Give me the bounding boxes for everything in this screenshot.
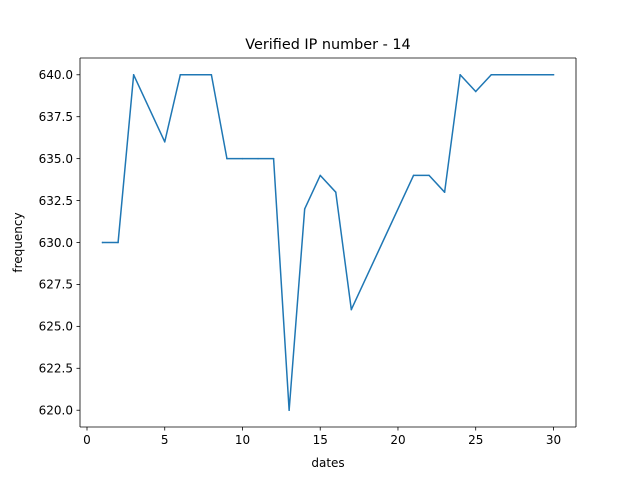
y-tick-label: 622.5 — [39, 362, 73, 376]
data-point — [117, 241, 119, 244]
data-point — [521, 74, 524, 76]
x-tick-label: 20 — [390, 433, 405, 447]
data-point — [412, 174, 415, 177]
data-point — [179, 74, 182, 76]
data-point — [490, 74, 493, 76]
y-tick-label: 632.5 — [39, 194, 73, 208]
data-point — [428, 174, 430, 177]
data-point — [537, 74, 539, 76]
data-point — [210, 74, 213, 76]
data-point — [272, 157, 275, 160]
data-point — [241, 157, 244, 160]
y-axis-ticks: 620.0 622.5 625.0 627.5 630.0 632.5 635.0 637.5… — [39, 68, 80, 418]
chart-title: Verified IP number - 14 — [245, 37, 410, 53]
data-point — [288, 409, 290, 411]
axes-frame — [79, 57, 577, 428]
data-point — [474, 90, 477, 93]
data-point — [303, 208, 306, 210]
data-point — [335, 191, 337, 193]
data-point — [132, 74, 135, 76]
y-tick-label: 627.5 — [39, 278, 73, 292]
data-point — [257, 157, 259, 160]
plot-area — [80, 58, 576, 427]
x-tick-label: 10 — [235, 433, 250, 447]
y-tick-label: 637.5 — [39, 110, 73, 124]
y-tick-label: 640.0 — [39, 68, 73, 82]
data-point — [552, 74, 555, 76]
data-point — [506, 74, 508, 76]
x-tick-label: 15 — [313, 433, 328, 447]
data-point — [443, 191, 446, 193]
x-tick-label: 5 — [161, 433, 169, 447]
y-axis-label: frequency — [11, 212, 25, 272]
data-point — [350, 308, 353, 311]
y-tick-label: 630.0 — [39, 236, 73, 250]
data-point — [226, 157, 228, 160]
x-tick-label: 30 — [546, 433, 561, 447]
y-tick-label: 620.0 — [39, 404, 73, 418]
data-point — [163, 141, 166, 143]
y-tick-label: 635.0 — [39, 152, 73, 166]
x-tick-label: 0 — [83, 433, 91, 447]
y-tick-label: 625.0 — [39, 320, 73, 334]
series-line-0 — [101, 74, 555, 411]
data-point — [459, 74, 461, 76]
data-point — [195, 74, 197, 76]
data-point — [101, 241, 104, 244]
x-tick-label: 25 — [468, 433, 483, 447]
x-axis-ticks: 0 5 10 15 20 25 30 — [83, 427, 561, 447]
data-point — [319, 174, 321, 177]
x-axis-label: dates — [311, 456, 344, 470]
series-layer — [101, 74, 555, 411]
